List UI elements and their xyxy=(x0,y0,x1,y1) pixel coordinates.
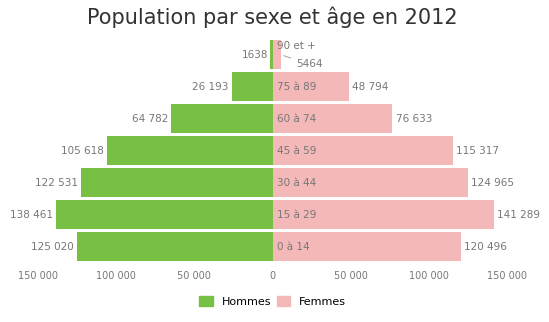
Text: 60 à 74: 60 à 74 xyxy=(277,114,317,124)
Bar xyxy=(272,137,453,165)
Text: 138 461: 138 461 xyxy=(10,210,53,220)
Bar xyxy=(232,72,272,101)
Text: 0 à 14: 0 à 14 xyxy=(277,242,310,252)
Bar xyxy=(107,137,272,165)
Bar xyxy=(272,72,349,101)
Bar xyxy=(77,232,272,261)
Bar xyxy=(270,40,272,69)
Text: 120 496: 120 496 xyxy=(464,242,507,252)
Text: 26 193: 26 193 xyxy=(192,82,228,92)
Bar xyxy=(272,232,461,261)
Text: 48 794: 48 794 xyxy=(352,82,389,92)
Bar xyxy=(81,168,272,197)
Text: 90 et +: 90 et + xyxy=(277,41,316,51)
Text: 122 531: 122 531 xyxy=(35,178,77,188)
Legend: Hommes, Femmes: Hommes, Femmes xyxy=(195,292,350,311)
Text: 105 618: 105 618 xyxy=(61,146,104,156)
Text: 141 289: 141 289 xyxy=(497,210,540,220)
Bar xyxy=(272,104,393,133)
Bar xyxy=(272,200,494,229)
Text: 64 782: 64 782 xyxy=(132,114,168,124)
Text: 115 317: 115 317 xyxy=(456,146,499,156)
Text: 15 à 29: 15 à 29 xyxy=(277,210,317,220)
Text: 45 à 59: 45 à 59 xyxy=(277,146,317,156)
Text: 124 965: 124 965 xyxy=(471,178,514,188)
Text: 76 633: 76 633 xyxy=(396,114,432,124)
Bar xyxy=(272,168,468,197)
Text: 30 à 44: 30 à 44 xyxy=(277,178,317,188)
Text: 75 à 89: 75 à 89 xyxy=(277,82,317,92)
Text: 125 020: 125 020 xyxy=(31,242,74,252)
Bar xyxy=(272,40,281,69)
Bar xyxy=(171,104,272,133)
Title: Population par sexe et âge en 2012: Population par sexe et âge en 2012 xyxy=(87,7,458,28)
Text: 1638: 1638 xyxy=(242,50,268,60)
Text: 5464: 5464 xyxy=(284,56,322,69)
Bar xyxy=(56,200,272,229)
